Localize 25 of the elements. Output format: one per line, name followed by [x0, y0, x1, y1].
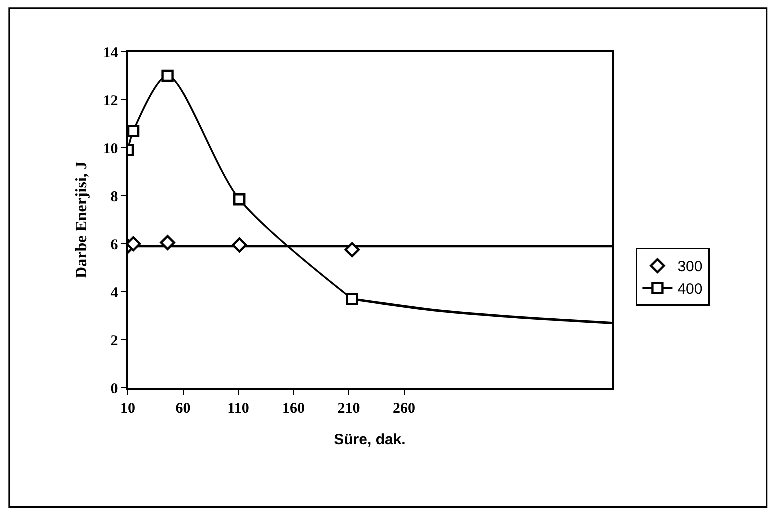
point — [234, 194, 246, 206]
y-tick-label: 2 — [110, 333, 118, 350]
y-axis-title: Darbe Enerjisi, J — [74, 162, 91, 278]
x-tick-label: 160 — [282, 400, 305, 417]
y-tick-label: 8 — [110, 189, 118, 206]
y-tick-label: 12 — [103, 93, 118, 110]
y-tick-label: 14 — [103, 45, 119, 62]
point — [232, 238, 248, 253]
x-tick-label: 60 — [176, 400, 191, 417]
legend-label: 300 — [678, 258, 703, 276]
legend-label: 400 — [678, 281, 703, 298]
y-tick-label: 10 — [103, 141, 118, 158]
x-axis-title: Süre, dak. — [334, 431, 406, 448]
x-tick-label: 110 — [228, 400, 250, 417]
point — [128, 125, 140, 138]
x-tick-label: 260 — [393, 400, 416, 417]
x-tick-label: 10 — [120, 400, 136, 417]
y-tick-label: 4 — [110, 285, 119, 302]
point — [344, 242, 360, 258]
x-tick-label: 210 — [338, 400, 360, 417]
y-tick-label: 0 — [110, 381, 118, 398]
point — [162, 70, 174, 82]
point — [160, 235, 176, 250]
point — [346, 293, 358, 306]
y-tick-label: 6 — [110, 237, 119, 254]
